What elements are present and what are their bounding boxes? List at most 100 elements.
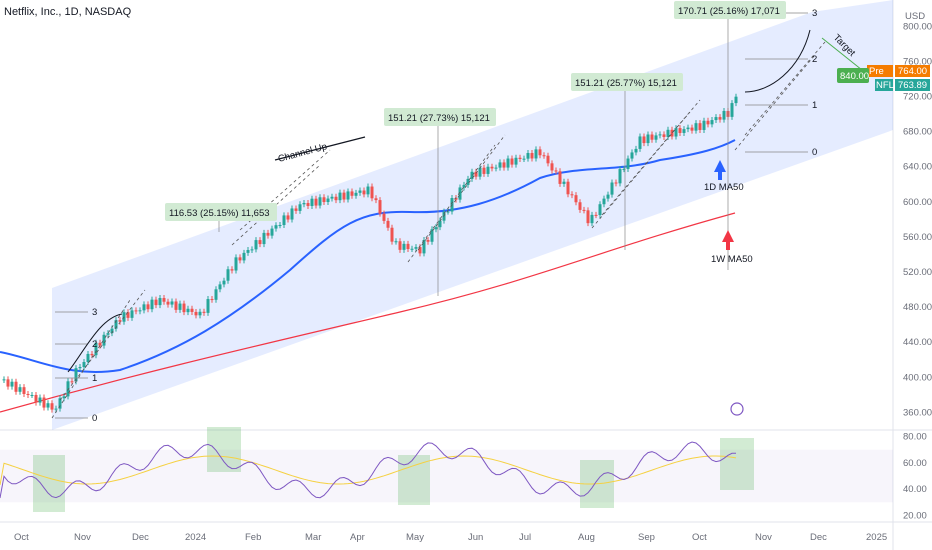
- candle-body: [410, 248, 414, 250]
- time-tick-label: Apr: [350, 532, 365, 543]
- price-tick-label: 400.00: [903, 372, 932, 383]
- time-tick-label: 2025: [866, 532, 887, 543]
- candle-body: [398, 241, 402, 250]
- candle-body: [518, 157, 522, 159]
- fib-level-label: 3: [812, 8, 817, 19]
- candle-body: [114, 320, 118, 329]
- candle-body: [154, 299, 158, 306]
- pre-tag-value: 764.00: [898, 66, 927, 77]
- projection-arrow: [67, 313, 123, 373]
- candle-body: [606, 194, 610, 199]
- candle-body: [26, 393, 30, 395]
- candle-body: [362, 190, 366, 195]
- currency-label: USD: [905, 11, 925, 22]
- measure-label: 170.71 (25.16%) 17,071: [678, 6, 780, 17]
- candle-body: [438, 220, 442, 228]
- candle-body: [598, 204, 602, 216]
- candle-body: [542, 155, 546, 157]
- candle-body: [142, 304, 146, 311]
- candle-body: [546, 155, 550, 164]
- candle-body: [638, 136, 642, 149]
- candle-body: [42, 397, 46, 408]
- channel-dashed-line: [601, 99, 701, 216]
- channel-dashed-line: [417, 134, 506, 251]
- candle-body: [554, 170, 558, 172]
- candle-body: [654, 135, 658, 140]
- candle-body: [414, 247, 418, 249]
- candle-body: [390, 227, 394, 242]
- time-tick-label: Oct: [14, 532, 29, 543]
- projection-arrow: [744, 29, 811, 93]
- candle-body: [274, 225, 278, 229]
- candle-body: [294, 208, 298, 211]
- candle-body: [258, 240, 262, 245]
- candle-body: [462, 184, 466, 188]
- candle-body: [614, 182, 618, 184]
- candle-body: [354, 192, 358, 196]
- candle-body: [506, 158, 510, 168]
- time-tick-label: Jul: [519, 532, 531, 543]
- candle-body: [406, 243, 410, 250]
- candle-body: [630, 152, 634, 159]
- candle-body: [98, 342, 102, 346]
- time-tick-label: Sep: [638, 532, 655, 543]
- candle-body: [530, 153, 534, 159]
- candle-body: [674, 128, 678, 137]
- candle-body: [366, 186, 370, 195]
- price-tick-label: 360.00: [903, 407, 932, 418]
- candle-body: [270, 228, 274, 236]
- candle-body: [642, 136, 646, 144]
- time-tick-label: Feb: [245, 532, 261, 543]
- rsi-line: [0, 441, 736, 499]
- rsi-tick-label: 20.00: [903, 510, 927, 521]
- candle-body: [670, 129, 674, 137]
- candle-body: [310, 198, 314, 206]
- candle-body: [602, 198, 606, 205]
- pre-tag-value-bg: [895, 65, 930, 77]
- candle-body: [166, 301, 170, 305]
- candle-body: [478, 167, 482, 177]
- candle-body: [474, 171, 478, 177]
- candle-body: [382, 213, 386, 221]
- channel-dashed-line: [407, 144, 496, 263]
- price-tick-label: 480.00: [903, 302, 932, 313]
- candle-body: [50, 403, 54, 410]
- candle-body: [586, 210, 590, 224]
- candle-body: [662, 134, 666, 137]
- fib-level-label: 2: [812, 54, 817, 65]
- candle-body: [710, 120, 714, 125]
- candle-body: [558, 171, 562, 184]
- candle-body: [58, 398, 62, 409]
- candle-body: [734, 96, 738, 104]
- candle-body: [458, 187, 462, 200]
- fib-level-label: 3: [92, 307, 97, 318]
- candle-body: [234, 257, 238, 271]
- candle-body: [14, 381, 18, 392]
- candle-body: [378, 200, 382, 214]
- price-tick-label: 760.00: [903, 56, 932, 67]
- candle-body: [466, 178, 470, 185]
- candle-body: [206, 299, 210, 313]
- time-tick-label: 2024: [185, 532, 206, 543]
- rsi-highlight-box: [33, 455, 65, 512]
- candle-body: [38, 397, 42, 403]
- target-price-bg: [837, 68, 869, 83]
- candle-body: [682, 129, 686, 133]
- candle-body: [190, 308, 194, 312]
- time-tick-label: Dec: [132, 532, 149, 543]
- candle-body: [422, 240, 426, 254]
- candle-body: [278, 225, 282, 227]
- candle-body: [290, 208, 294, 220]
- candle-body: [582, 209, 586, 211]
- measure-box: [571, 73, 683, 91]
- candle-body: [490, 166, 494, 169]
- candle-body: [446, 211, 450, 213]
- channel-dashed-line: [744, 41, 826, 136]
- candle-body: [350, 191, 354, 196]
- candle-body: [494, 167, 498, 169]
- candle-body: [722, 110, 726, 120]
- candle-body: [286, 215, 290, 220]
- candle-body: [482, 167, 486, 174]
- candle-body: [322, 197, 326, 203]
